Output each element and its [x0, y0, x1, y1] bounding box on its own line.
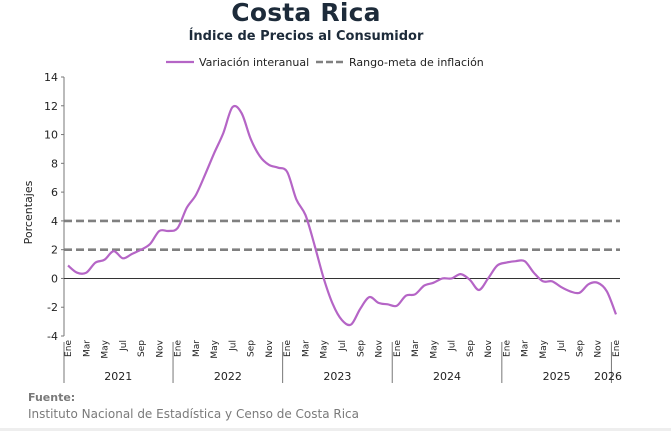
- x-tick-label: Jul: [119, 340, 129, 352]
- x-tick-label: Jul: [338, 340, 348, 352]
- x-tick-label: May: [210, 339, 220, 358]
- source-text: Instituto Nacional de Estadística y Cens…: [28, 407, 360, 421]
- year-label: 2026: [594, 370, 622, 383]
- chart-legend: Variación interanual Rango-meta de inflac…: [166, 56, 484, 69]
- y-axis: -4 -2 0 2 4 6 8 10 12 14 Porcentajes: [22, 71, 64, 343]
- chart-title: Costa Rica: [231, 0, 381, 27]
- x-tick-label: Mar: [411, 340, 421, 357]
- x-tick-label: Sep: [356, 340, 366, 357]
- x-axis: Ene Mar May Jul Sep Nov Ene Mar May Jul Sep Nov Ene M…: [63, 339, 622, 383]
- y-axis-title: Porcentajes: [22, 180, 35, 244]
- x-tick-label: Mar: [82, 340, 92, 357]
- line-chart: Variación interanual Rango-meta de inflac…: [22, 56, 622, 383]
- x-tick-label: May: [429, 339, 439, 358]
- year-label: 2022: [214, 370, 242, 383]
- series-line-variacion-interanual: [67, 104, 618, 327]
- x-tick-label: Ene: [612, 340, 622, 357]
- year-label: 2025: [543, 370, 571, 383]
- y-tick-label: 2: [51, 244, 58, 257]
- chart-subtitle: Índice de Precios al Consumidor: [188, 29, 424, 44]
- year-label: 2024: [433, 370, 461, 383]
- x-tick-label: Ene: [174, 340, 184, 357]
- x-tick-label: May: [101, 339, 111, 358]
- x-tick-label: Ene: [64, 340, 74, 357]
- x-tick-label: Mar: [192, 340, 202, 357]
- x-tick-label: Sep: [247, 340, 257, 357]
- y-tick-label: -4: [47, 330, 58, 343]
- x-tick-label: Sep: [575, 340, 585, 357]
- x-tick-label: Jul: [448, 340, 458, 352]
- series-lines: [67, 104, 618, 327]
- x-tick-label: Jul: [228, 340, 238, 352]
- y-tick-label: 12: [44, 100, 58, 113]
- x-tick-label: Sep: [137, 340, 147, 357]
- x-tick-label: Nov: [484, 339, 494, 357]
- year-label: 2021: [104, 370, 132, 383]
- y-tick-label: 14: [44, 71, 58, 84]
- x-tick-label: Sep: [466, 340, 476, 357]
- x-tick-label: Nov: [375, 339, 385, 357]
- chart-axes: [63, 77, 620, 336]
- target-range-lines: [64, 219, 620, 251]
- x-tick-label: May: [320, 339, 330, 358]
- x-tick-label: Ene: [283, 340, 293, 357]
- x-tick-label: May: [539, 339, 549, 358]
- legend-label-rango: Rango-meta de inflación: [349, 56, 484, 69]
- x-tick-label: Mar: [301, 340, 311, 357]
- y-tick-label: 8: [51, 157, 58, 170]
- y-tick-label: 10: [44, 129, 58, 142]
- x-tick-label: Jul: [557, 340, 567, 352]
- x-tick-label: Mar: [521, 340, 531, 357]
- x-tick-label: Ene: [393, 340, 403, 357]
- y-tick-label: 4: [51, 215, 58, 228]
- source-label: Fuente:: [28, 391, 76, 404]
- x-tick-label: Nov: [265, 339, 275, 357]
- bottom-divider: [0, 428, 671, 431]
- x-tick-label: Ene: [502, 340, 512, 357]
- x-tick-label: Nov: [155, 339, 165, 357]
- year-label: 2023: [323, 370, 351, 383]
- y-tick-label: 6: [51, 186, 58, 199]
- y-tick-label: 0: [51, 272, 58, 285]
- legend-label-variacion: Variación interanual: [199, 56, 309, 69]
- y-tick-label: -2: [47, 301, 58, 314]
- x-tick-label: Nov: [594, 339, 604, 357]
